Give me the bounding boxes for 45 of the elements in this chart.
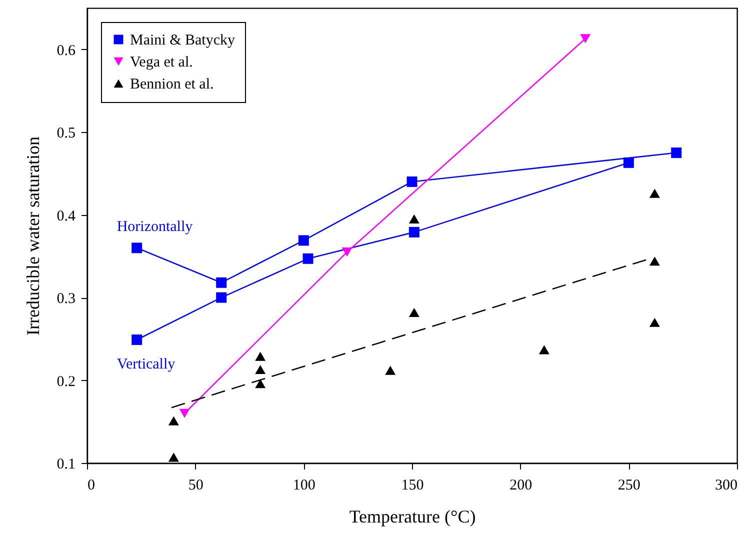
legend-label: Bennion et al. <box>130 76 214 92</box>
annotation: Horizontally <box>116 218 194 235</box>
annotation: Vertically <box>116 356 176 373</box>
point <box>408 308 420 317</box>
point <box>298 235 309 246</box>
point <box>649 318 660 327</box>
point <box>216 277 227 288</box>
point <box>216 292 227 303</box>
x-tick-label: 0 <box>88 478 95 494</box>
legend-label: Maini & Batycky <box>130 32 236 48</box>
point <box>538 345 550 354</box>
y-tick-label: 0.5 <box>56 126 76 142</box>
point <box>255 379 266 388</box>
point <box>168 452 179 462</box>
point <box>623 157 634 168</box>
point <box>408 214 420 224</box>
point <box>255 364 266 374</box>
point <box>132 334 142 345</box>
point <box>649 188 660 198</box>
y-tick-label: 0.6 <box>56 42 76 59</box>
point <box>132 242 142 254</box>
point <box>255 352 266 361</box>
x-tick-label: 300 <box>715 478 738 494</box>
y-tick-label: 0.1 <box>56 456 76 472</box>
x-tick-label: 150 <box>401 478 424 494</box>
point <box>408 226 420 238</box>
y-tick-label: 0.2 <box>56 374 76 390</box>
y-axis-title: Irreducible water saturation <box>22 136 43 336</box>
point <box>342 248 352 257</box>
point <box>649 256 660 266</box>
point <box>671 148 682 158</box>
point <box>168 416 179 426</box>
y-tick-label: 0.3 <box>56 291 76 308</box>
y-tick-label: 0.4 <box>56 208 76 224</box>
x-axis-title: Temperature (°C) <box>349 506 476 526</box>
legend-label: Vega et al. <box>130 54 193 70</box>
point <box>580 34 591 44</box>
point <box>179 408 190 418</box>
point <box>385 366 396 375</box>
x-tick-label: 200 <box>510 478 532 494</box>
point <box>302 253 314 264</box>
x-tick-label: 50 <box>188 478 204 494</box>
x-tick-label: 250 <box>618 478 640 494</box>
x-tick-label: 100 <box>292 478 316 494</box>
point <box>406 176 418 187</box>
